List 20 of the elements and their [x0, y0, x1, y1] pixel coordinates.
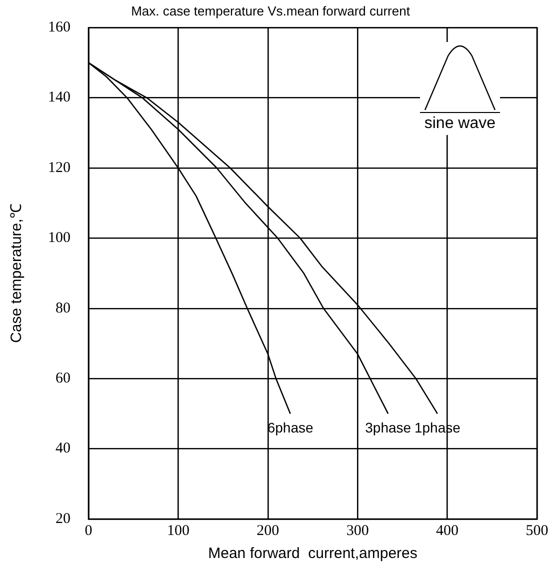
- y-axis-title: Case temperature,℃: [8, 204, 26, 343]
- y-tick-label: 40: [56, 440, 70, 457]
- y-tick-label: 80: [56, 300, 70, 316]
- y-tick-label: 160: [48, 20, 70, 36]
- x-tick-label: 0: [84, 522, 92, 539]
- x-tick-label: 500: [526, 522, 548, 539]
- x-tick-label: 300: [346, 522, 369, 539]
- y-tick-label: 100: [48, 230, 70, 246]
- y-tick-label: 60: [56, 370, 70, 387]
- sine-wave-inset: sine wave: [420, 42, 500, 136]
- y-tick-label: 120: [48, 160, 70, 176]
- x-tick-label: 400: [436, 522, 459, 539]
- x-axis-title: Mean forward current,amperes: [208, 545, 418, 562]
- x-tick-label: 100: [166, 522, 190, 539]
- x-tick-label: 200: [256, 522, 280, 539]
- y-tick-label: 140: [48, 90, 70, 106]
- chart-title: Max. case temperature Vs.mean forward current: [131, 3, 410, 18]
- y-tick-label: 20: [56, 510, 70, 527]
- annotation: sine wave: [420, 112, 500, 136]
- series-label: 3phase: [365, 420, 412, 436]
